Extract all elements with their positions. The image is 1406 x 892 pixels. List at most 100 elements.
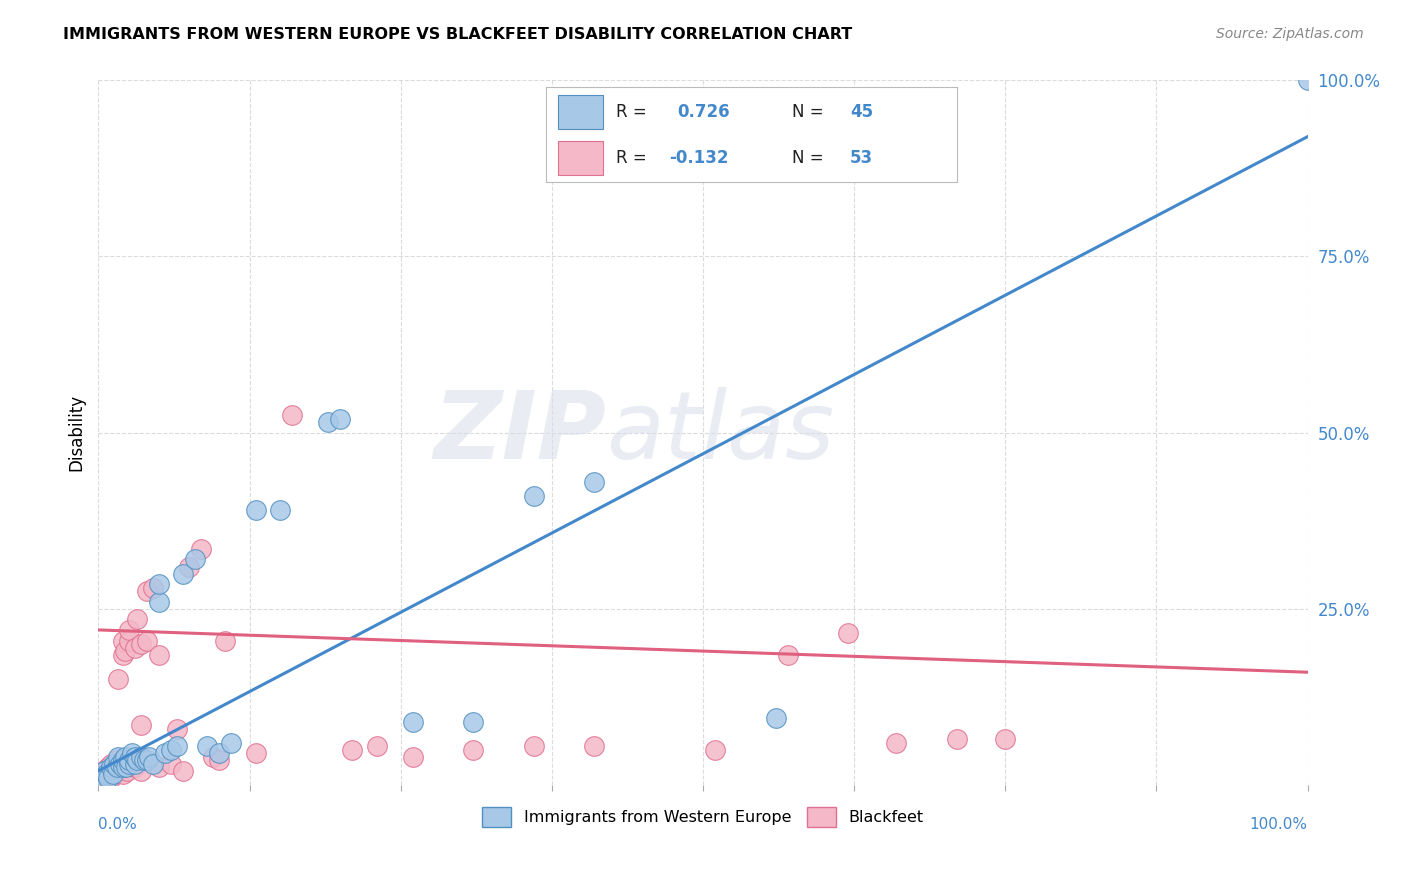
Point bbox=[118, 753, 141, 767]
Y-axis label: Disability: Disability bbox=[67, 394, 86, 471]
Text: IMMIGRANTS FROM WESTERN EUROPE VS BLACKFEET DISABILITY CORRELATION CHART: IMMIGRANTS FROM WESTERN EUROPE VS BLACKF… bbox=[63, 27, 852, 42]
Point bbox=[127, 612, 149, 626]
Point bbox=[97, 771, 120, 785]
Point bbox=[202, 749, 225, 764]
Point bbox=[148, 595, 170, 609]
Point bbox=[91, 771, 114, 785]
Point bbox=[121, 756, 143, 771]
Point bbox=[583, 475, 606, 489]
Point bbox=[245, 503, 267, 517]
Point bbox=[269, 503, 291, 517]
Point bbox=[105, 753, 128, 767]
Point bbox=[221, 736, 243, 750]
Point bbox=[704, 742, 727, 756]
Point bbox=[124, 640, 146, 655]
Point bbox=[342, 742, 364, 756]
Point bbox=[94, 767, 117, 781]
Point bbox=[523, 489, 546, 503]
Point bbox=[138, 749, 160, 764]
Point bbox=[129, 637, 152, 651]
Point bbox=[100, 771, 122, 785]
Point bbox=[93, 767, 115, 781]
Point bbox=[208, 753, 231, 767]
Point bbox=[142, 581, 165, 595]
Point bbox=[994, 732, 1017, 747]
Point bbox=[118, 623, 141, 637]
Point bbox=[1296, 73, 1319, 87]
Point bbox=[129, 764, 152, 778]
Point bbox=[124, 760, 146, 774]
Point bbox=[776, 648, 799, 662]
Point bbox=[837, 626, 859, 640]
Point bbox=[184, 552, 207, 566]
Point bbox=[118, 756, 141, 771]
Point bbox=[118, 633, 141, 648]
Point bbox=[108, 764, 131, 778]
Point bbox=[117, 764, 139, 778]
Point bbox=[127, 753, 149, 767]
Point bbox=[111, 753, 134, 767]
Point bbox=[103, 756, 125, 771]
Point bbox=[402, 714, 425, 729]
Point bbox=[583, 739, 606, 754]
Point bbox=[148, 648, 170, 662]
Point bbox=[94, 771, 117, 785]
Point bbox=[90, 771, 112, 785]
Point bbox=[124, 749, 146, 764]
Point bbox=[463, 742, 485, 756]
Point bbox=[114, 644, 136, 658]
Point bbox=[135, 633, 157, 648]
Point bbox=[135, 584, 157, 599]
Point bbox=[97, 760, 120, 774]
Point bbox=[523, 739, 546, 754]
Point bbox=[115, 760, 138, 774]
Point bbox=[129, 749, 152, 764]
Point bbox=[148, 577, 170, 591]
Point bbox=[111, 760, 134, 774]
Point bbox=[214, 633, 236, 648]
Point bbox=[108, 756, 131, 771]
Point bbox=[91, 764, 114, 778]
Text: 0.0%: 0.0% bbox=[98, 817, 138, 831]
Point bbox=[166, 739, 188, 754]
Point bbox=[111, 767, 134, 781]
Point bbox=[121, 746, 143, 760]
Point bbox=[153, 746, 176, 760]
Point bbox=[946, 732, 969, 747]
Point bbox=[316, 415, 339, 429]
Point bbox=[166, 722, 188, 736]
Point bbox=[195, 739, 218, 754]
Point bbox=[179, 559, 201, 574]
Point bbox=[100, 756, 122, 771]
Point bbox=[160, 742, 183, 756]
Point bbox=[101, 767, 124, 781]
Point bbox=[160, 756, 183, 771]
Point bbox=[107, 749, 129, 764]
Point bbox=[107, 673, 129, 687]
Point bbox=[101, 764, 124, 778]
Point bbox=[111, 648, 134, 662]
Point bbox=[134, 753, 156, 767]
Point bbox=[124, 756, 146, 771]
Text: 100.0%: 100.0% bbox=[1250, 817, 1308, 831]
Point bbox=[148, 760, 170, 774]
Point bbox=[172, 764, 194, 778]
Point bbox=[366, 739, 388, 754]
Point bbox=[111, 633, 134, 648]
Text: atlas: atlas bbox=[606, 387, 835, 478]
Point bbox=[886, 736, 908, 750]
Point bbox=[172, 566, 194, 581]
Point bbox=[463, 714, 485, 729]
Point bbox=[402, 749, 425, 764]
Point bbox=[208, 746, 231, 760]
Point bbox=[765, 711, 787, 725]
Point bbox=[93, 764, 115, 778]
Point bbox=[281, 408, 304, 422]
Point bbox=[114, 749, 136, 764]
Point bbox=[105, 760, 128, 774]
Point bbox=[129, 718, 152, 732]
Point bbox=[329, 411, 352, 425]
Point bbox=[245, 746, 267, 760]
Point bbox=[190, 541, 212, 556]
Point bbox=[104, 767, 127, 781]
